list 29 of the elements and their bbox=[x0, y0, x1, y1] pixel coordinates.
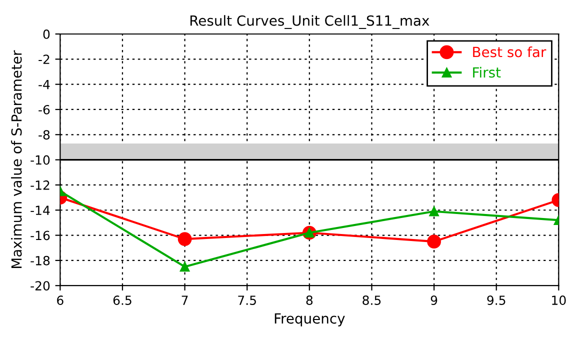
y-tick-label: -14 bbox=[30, 206, 50, 215]
x-tick-label: 9 bbox=[430, 296, 438, 305]
x-tick-label: 8 bbox=[306, 296, 313, 305]
y-tick-label: -8 bbox=[38, 130, 50, 140]
y-tick-label: -18 bbox=[30, 256, 50, 266]
point bbox=[180, 262, 190, 272]
legend-label: Best so far bbox=[473, 46, 546, 58]
chart-title: Result Curves_Unit Cell1_S11_max bbox=[190, 15, 430, 29]
y-tick-label: -16 bbox=[30, 230, 50, 240]
x-tick-label: 6.5 bbox=[113, 296, 132, 305]
x-tick-label: 7.5 bbox=[238, 296, 256, 305]
legend-label: First bbox=[473, 66, 501, 78]
y-axis-title: Maximum value of S-Parameter bbox=[11, 50, 22, 268]
y-tick-label: -4 bbox=[38, 80, 50, 90]
y-tick-label: 0 bbox=[43, 29, 50, 39]
point bbox=[178, 232, 192, 246]
x-tick-label: 9.5 bbox=[487, 296, 506, 305]
point bbox=[429, 206, 439, 216]
y-tick-label: -2 bbox=[38, 54, 50, 64]
x-tick-label: 7 bbox=[182, 296, 188, 305]
x-axis-title: Frequency bbox=[274, 313, 345, 326]
y-tick-label: -6 bbox=[38, 104, 50, 114]
y-tick-label: -20 bbox=[30, 281, 50, 291]
x-tick-label: 10 bbox=[552, 296, 566, 305]
x-tick-label: 6 bbox=[57, 296, 64, 305]
y-tick-label: -10 bbox=[30, 155, 50, 165]
point bbox=[427, 234, 441, 249]
y-tick-label: -12 bbox=[30, 180, 50, 190]
x-tick-label: 8.5 bbox=[362, 296, 381, 305]
